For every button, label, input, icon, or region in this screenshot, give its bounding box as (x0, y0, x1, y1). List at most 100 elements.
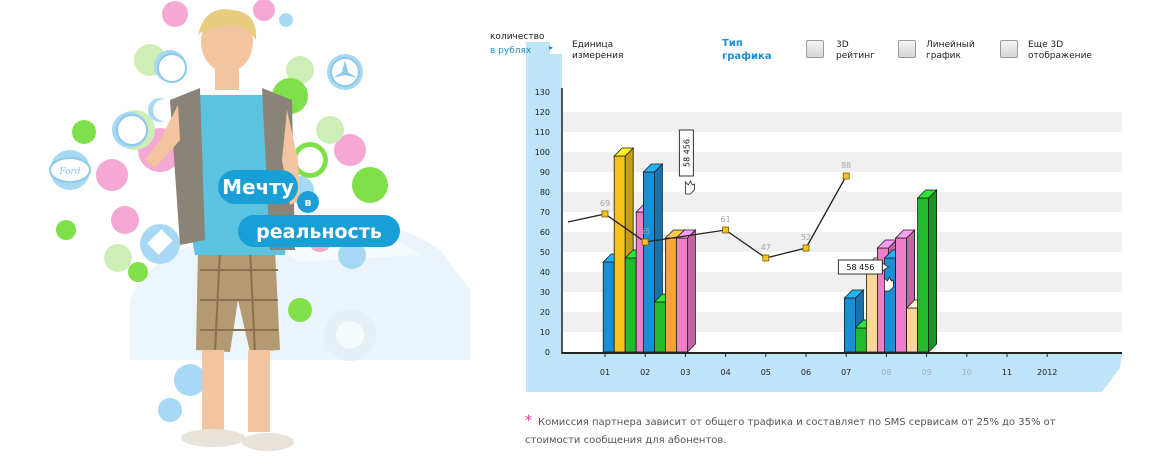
bar-front (653, 301, 666, 353)
series-point (762, 254, 770, 262)
x-tick-label: 04 (721, 368, 731, 377)
bar-top (642, 163, 664, 173)
bar-front (906, 307, 919, 353)
unit-label-line-1: Единица (572, 40, 614, 50)
bar (916, 189, 938, 353)
option-3d-view-line-2[interactable]: отображение (1028, 51, 1092, 61)
bar-front (664, 237, 677, 353)
bar-top (843, 289, 865, 299)
grid-band (562, 112, 1122, 132)
bar-front (624, 257, 637, 353)
bar-front (854, 327, 867, 353)
bar-front (675, 237, 688, 353)
bar-top (894, 229, 916, 239)
hero-illustration: Ford Мечту в реальность (49, 0, 470, 451)
chart-bars (602, 147, 938, 353)
option-line-line-1[interactable]: Линейный (926, 40, 975, 50)
unit-option-quantity[interactable]: количество (490, 32, 545, 42)
tooltip-text: 58 456 (682, 139, 691, 167)
hand-cursor-icon (685, 180, 695, 195)
grid-band (562, 192, 1122, 212)
grid-band (562, 152, 1122, 172)
x-tick-label: 03 (680, 368, 690, 377)
footnote-star: * (525, 413, 532, 429)
x-tick-label: 08 (881, 368, 891, 377)
x-tick-label: 01 (600, 368, 610, 377)
x-tick-label: 11 (1002, 368, 1012, 377)
option-3d-rating-line-2[interactable]: рейтинг (836, 51, 875, 61)
point-label: 52 (801, 233, 811, 242)
x-tick-label: 06 (801, 368, 811, 377)
bar-side (928, 189, 938, 353)
grid-band (562, 312, 1122, 332)
bar-front (895, 237, 908, 353)
cube-3d-icon[interactable] (806, 40, 824, 58)
footnote: * Комиссия партнера зависит от общего тра… (525, 412, 1085, 450)
bar-front (613, 155, 626, 353)
x-tick-label: 05 (761, 368, 771, 377)
point-label: 47 (761, 243, 771, 252)
chart-line: 69 55 61 47 52 88 (567, 161, 851, 262)
x-tick-label: 10 (962, 368, 972, 377)
selected-arrow-icon: ▸ (549, 43, 554, 52)
tooltip-text: 58 456 (846, 263, 874, 272)
bar-top (916, 189, 938, 199)
brand-badges: Ford (49, 53, 360, 255)
grid-band (562, 232, 1122, 252)
bar-side (686, 229, 696, 353)
y-tick-label: 100 (535, 148, 550, 157)
hand-cursor-icon (884, 276, 894, 292)
y-tick-label: 50 (540, 248, 550, 257)
box-3d-icon[interactable] (1000, 40, 1018, 58)
unit-label-line-2: измерения (572, 51, 624, 61)
footnote-text-line-2: стоимости сообщения для абонентов. (525, 435, 727, 446)
series-point (641, 238, 649, 246)
slogan-line-2: в (305, 196, 312, 209)
slogan: Мечту в реальность (218, 170, 400, 247)
bar-front (865, 265, 878, 353)
line-chart-icon[interactable] (898, 40, 916, 58)
footnote-text-line-1: Комиссия партнера зависит от общего траф… (538, 417, 1056, 428)
bar-front (917, 197, 930, 353)
y-tick-label: 90 (540, 168, 550, 177)
series-point (601, 210, 609, 218)
slogan-line-1: Мечту (222, 175, 294, 199)
bar-front (602, 261, 615, 353)
bar (675, 229, 697, 353)
y-tick-label: 80 (540, 188, 550, 197)
type-label-line-2: графика (722, 51, 772, 62)
tooltip-pointer (881, 262, 890, 272)
bar-front (642, 171, 655, 353)
y-tick-label: 0 (545, 348, 550, 357)
chart-panel: 69 55 61 47 52 88 0 10 20 30 40 50 60 70 80 90 100 110 12… (490, 28, 1170, 398)
point-label: 88 (841, 161, 851, 170)
chart-axes: 0 10 20 30 40 50 60 70 80 90 100 110 120 130 01 02 03 04 0… (535, 88, 1122, 377)
point-label: 69 (600, 199, 610, 208)
y-tick-label: 130 (535, 88, 550, 97)
point-label: 55 (640, 227, 650, 236)
y-tick-label: 120 (535, 108, 550, 117)
option-3d-view-line-1[interactable]: Еще 3D (1028, 40, 1064, 50)
y-tick-label: 40 (540, 268, 550, 277)
unit-option-rubles[interactable]: в рублях (490, 46, 532, 56)
bar-top (613, 147, 635, 157)
series-point (802, 244, 810, 252)
slogan-line-3: реальность (256, 221, 382, 243)
chart-tooltips: 58 456 58 456 (678, 129, 894, 292)
y-tick-label: 10 (540, 328, 550, 337)
bar-front (843, 297, 856, 353)
tooltip-box (678, 129, 694, 177)
y-tick-label: 60 (540, 228, 550, 237)
ford-logo-text: Ford (58, 167, 80, 177)
series-point (722, 226, 730, 234)
y-tick-label: 70 (540, 208, 550, 217)
option-3d-rating-line-1[interactable]: 3D (836, 40, 849, 50)
x-tick-label: 2012 (1037, 368, 1057, 377)
chart-frame (526, 54, 1122, 392)
point-label: 61 (721, 215, 731, 224)
series-point (842, 172, 850, 180)
type-label-line-1: Тип (722, 38, 743, 49)
y-tick-label: 20 (540, 308, 550, 317)
option-line-line-2[interactable]: график (926, 51, 961, 61)
